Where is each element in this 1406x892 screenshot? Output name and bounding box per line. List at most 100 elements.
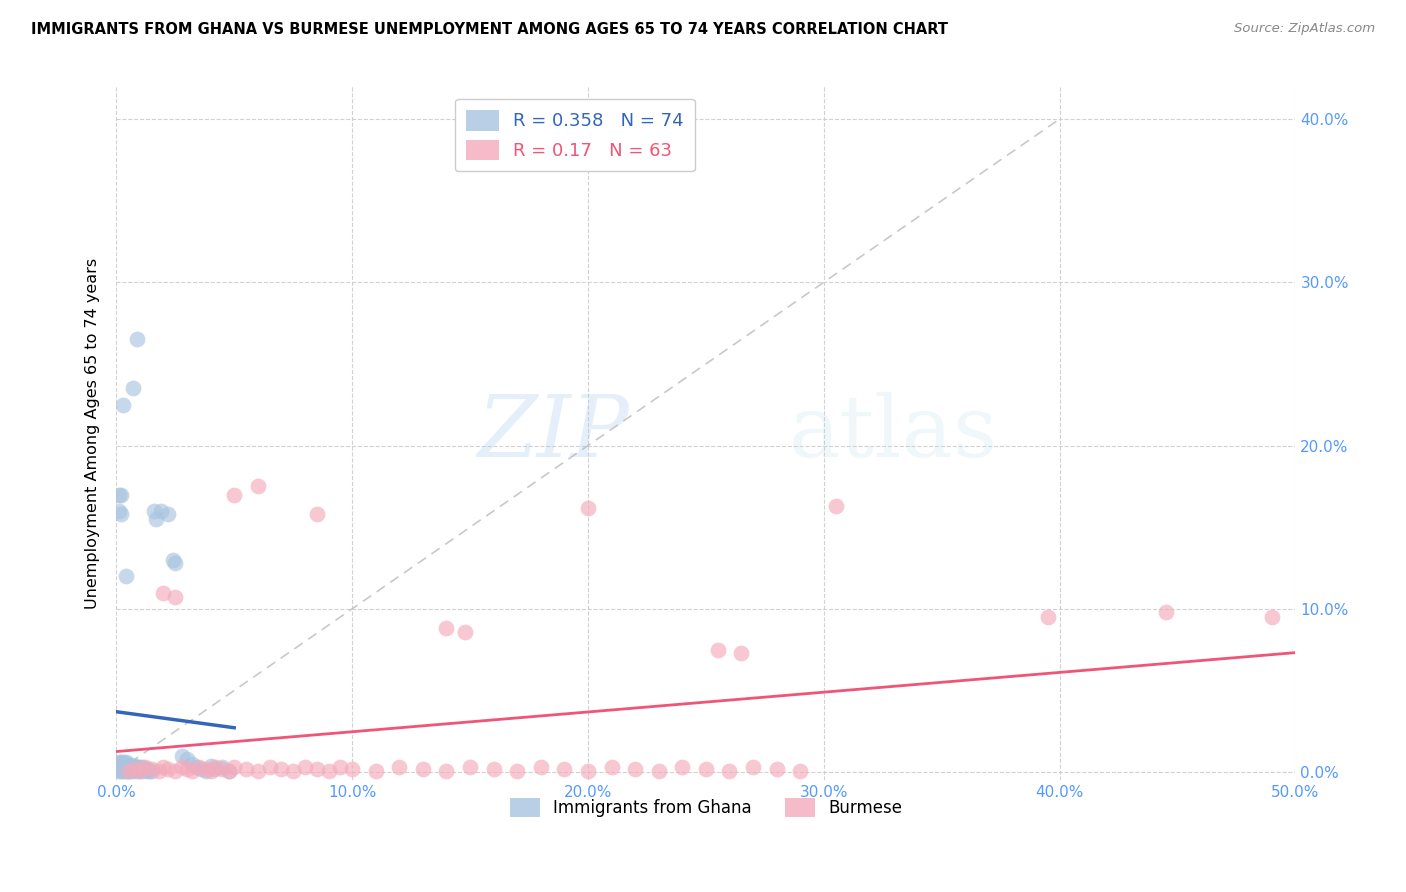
Point <box>259 760 281 774</box>
Point <box>436 622 458 636</box>
Point <box>152 760 174 774</box>
Point <box>194 762 217 776</box>
Point <box>117 764 139 778</box>
Point <box>128 762 150 776</box>
Point <box>148 764 170 778</box>
Point <box>112 762 135 776</box>
Point <box>730 646 752 660</box>
Point <box>576 764 599 778</box>
Point <box>765 762 787 776</box>
Point <box>318 764 340 778</box>
Point <box>107 758 129 772</box>
Point <box>305 762 328 776</box>
Point <box>305 507 328 521</box>
Point <box>454 624 477 639</box>
Point <box>742 760 765 774</box>
Point <box>165 591 187 605</box>
Point <box>117 762 139 776</box>
Point <box>190 762 212 776</box>
Point <box>281 764 304 778</box>
Point <box>706 642 728 657</box>
Point <box>530 760 553 774</box>
Point <box>120 758 142 772</box>
Point <box>329 760 352 774</box>
Point <box>114 756 136 770</box>
Point <box>107 762 129 776</box>
Point <box>117 758 139 772</box>
Point <box>165 764 187 778</box>
Point <box>134 762 156 776</box>
Point <box>176 762 198 776</box>
Point <box>165 556 187 570</box>
Point <box>114 760 136 774</box>
Point <box>131 764 153 778</box>
Point <box>246 764 269 778</box>
Legend: Immigrants from Ghana, Burmese: Immigrants from Ghana, Burmese <box>503 791 908 824</box>
Point <box>458 760 481 774</box>
Point <box>110 764 132 778</box>
Point <box>141 764 163 778</box>
Point <box>187 760 209 774</box>
Point <box>141 762 163 776</box>
Point <box>114 758 136 772</box>
Point <box>114 764 136 778</box>
Point <box>1261 610 1284 624</box>
Point <box>110 758 132 772</box>
Point <box>127 333 149 347</box>
Point <box>600 760 623 774</box>
Point <box>143 504 166 518</box>
Point <box>506 764 529 778</box>
Point <box>200 764 222 778</box>
Point <box>412 762 434 776</box>
Point <box>576 500 599 515</box>
Point <box>162 553 184 567</box>
Point <box>647 764 669 778</box>
Point <box>134 760 156 774</box>
Point <box>789 764 811 778</box>
Text: Source: ZipAtlas.com: Source: ZipAtlas.com <box>1234 22 1375 36</box>
Point <box>482 762 505 776</box>
Point <box>671 760 693 774</box>
Point <box>211 762 233 776</box>
Point <box>150 504 173 518</box>
Point <box>114 762 136 776</box>
Point <box>112 760 135 774</box>
Point <box>718 764 741 778</box>
Point <box>110 487 132 501</box>
Point <box>186 760 208 774</box>
Point <box>624 762 647 776</box>
Point <box>112 756 135 770</box>
Text: atlas: atlas <box>789 392 997 475</box>
Point <box>204 760 226 774</box>
Point <box>152 585 174 599</box>
Point <box>112 758 135 772</box>
Point <box>112 756 135 771</box>
Point <box>128 760 150 774</box>
Point <box>364 764 387 778</box>
Point <box>107 764 129 778</box>
Point <box>270 762 292 776</box>
Point <box>235 762 257 776</box>
Point <box>180 764 202 778</box>
Point <box>107 487 129 501</box>
Text: IMMIGRANTS FROM GHANA VS BURMESE UNEMPLOYMENT AMONG AGES 65 TO 74 YEARS CORRELAT: IMMIGRANTS FROM GHANA VS BURMESE UNEMPLO… <box>31 22 948 37</box>
Point <box>127 764 149 778</box>
Point <box>128 764 150 778</box>
Point <box>246 479 269 493</box>
Point <box>114 756 136 771</box>
Point <box>824 499 846 513</box>
Point <box>117 756 139 771</box>
Point <box>340 762 363 776</box>
Point <box>136 764 159 778</box>
Point <box>110 507 132 521</box>
Point <box>124 760 146 774</box>
Point <box>224 487 246 501</box>
Point <box>1036 610 1059 624</box>
Point <box>127 760 149 774</box>
Point <box>138 764 160 778</box>
Point <box>224 760 246 774</box>
Point <box>114 569 136 583</box>
Point <box>172 760 194 774</box>
Point <box>211 760 233 774</box>
Point <box>180 756 202 771</box>
